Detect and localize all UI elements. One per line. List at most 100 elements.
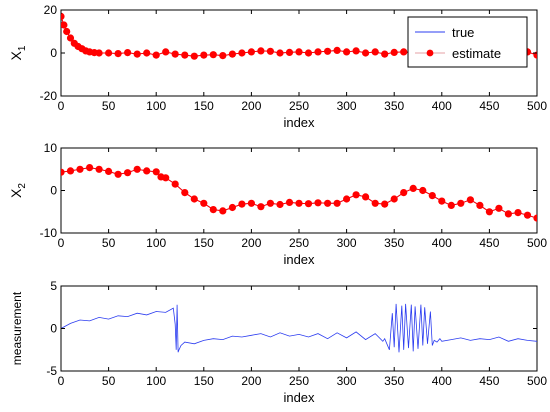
y-tick-label: 0 [50, 46, 57, 60]
estimate-point [257, 203, 265, 211]
estimate-point [314, 199, 322, 207]
estimate-point [181, 51, 189, 59]
estimate-point [495, 204, 503, 212]
y-tick-label: -10 [40, 226, 58, 240]
estimate-point [533, 214, 537, 222]
estimate-point [266, 199, 274, 207]
estimate-point [304, 49, 313, 57]
x-axis-label: index [283, 390, 315, 405]
estimate-point [390, 195, 398, 203]
estimate-point [343, 48, 351, 56]
estimate-series-line [61, 167, 537, 219]
estimate-point [95, 49, 103, 57]
estimate-point [143, 49, 151, 57]
estimate-point [333, 46, 341, 55]
estimate-point [114, 50, 122, 58]
estimate-point [200, 199, 208, 207]
legend-estimate-swatch-marker [426, 49, 434, 57]
estimate-point [295, 48, 303, 56]
y-axis-label: X1 [8, 45, 28, 60]
x-tick-label: 50 [102, 374, 116, 388]
estimate-point [362, 193, 370, 201]
estimate-point [466, 196, 474, 204]
x-tick-label: 500 [527, 99, 547, 113]
x-tick-label: 250 [289, 374, 309, 388]
x-tick-label: 200 [241, 99, 261, 113]
x-tick-label: 500 [527, 374, 547, 388]
estimate-point [247, 48, 255, 56]
estimate-point [457, 199, 465, 207]
estimate-point [143, 167, 151, 175]
estimate-point [400, 189, 408, 197]
measurement-series-line [61, 303, 537, 353]
legend-label-estimate: estimate [452, 46, 501, 61]
estimate-point [162, 48, 170, 56]
x-tick-label: 350 [384, 374, 404, 388]
estimate-point [485, 208, 493, 216]
estimate-point [362, 49, 370, 57]
x-tick-label: 450 [479, 374, 499, 388]
y-tick-label: -5 [46, 364, 57, 378]
estimate-point [105, 167, 113, 175]
estimate-point [238, 49, 246, 57]
legend-label-true: true [452, 25, 474, 40]
estimate-point [209, 206, 217, 214]
estimate-point [162, 174, 170, 182]
estimate-point [63, 27, 71, 36]
x-tick-label: 250 [289, 236, 309, 250]
estimate-point [190, 195, 198, 203]
plot-area [61, 303, 537, 353]
x-tick-label: 250 [289, 99, 309, 113]
x-tick-label: 200 [241, 374, 261, 388]
estimate-point [86, 164, 94, 172]
estimate-point [314, 48, 322, 56]
subplot-3: 0 50 100 150 200 250 300 350 400 450 50050-5indexm… [10, 279, 547, 405]
x-tick-label: 0 [58, 374, 65, 388]
estimate-point [190, 52, 198, 60]
estimate-point [219, 52, 227, 60]
estimate-point [228, 50, 236, 58]
x-tick-label: 400 [432, 236, 452, 250]
y-axis-label: X2 [8, 183, 28, 198]
legend: true estimate [407, 16, 528, 68]
estimate-point [171, 180, 179, 188]
estimate-point [61, 12, 65, 20]
estimate-point [352, 191, 360, 199]
estimate-point [66, 167, 75, 175]
estimate-point [285, 198, 294, 206]
x-tick-label: 400 [432, 374, 452, 388]
estimate-point [133, 50, 141, 58]
y-tick-label: 20 [44, 3, 58, 17]
estimate-point [209, 51, 217, 59]
estimate-point [381, 200, 389, 208]
estimate-point [409, 184, 417, 192]
estimate-point [95, 165, 103, 173]
estimate-point [285, 48, 294, 57]
estimate-point [390, 48, 398, 57]
estimate-point [324, 47, 332, 55]
estimate-point [219, 207, 227, 215]
y-axis-label-main: X [8, 50, 24, 60]
x-tick-label: 400 [432, 99, 452, 113]
x-tick-label: 0 [58, 99, 65, 113]
estimate-point [514, 209, 522, 217]
estimate-point [419, 186, 427, 195]
x-tick-label: 300 [337, 99, 357, 113]
estimate-point [124, 49, 132, 57]
x-tick-label: 200 [241, 236, 261, 250]
axes-box [60, 285, 538, 372]
estimate-point [295, 199, 303, 207]
x-tick-label: 350 [384, 236, 404, 250]
estimate-point [152, 51, 160, 59]
estimate-point [381, 50, 389, 58]
estimate-point [523, 211, 532, 219]
estimate-point [133, 165, 141, 173]
estimate-point [324, 199, 332, 207]
estimate-point [238, 200, 246, 208]
y-tick-label: -20 [40, 89, 58, 103]
y-axis-label-main: X [8, 188, 24, 198]
estimate-point [181, 189, 189, 197]
x-tick-label: 300 [337, 236, 357, 250]
y-tick-label: 0 [50, 322, 57, 336]
